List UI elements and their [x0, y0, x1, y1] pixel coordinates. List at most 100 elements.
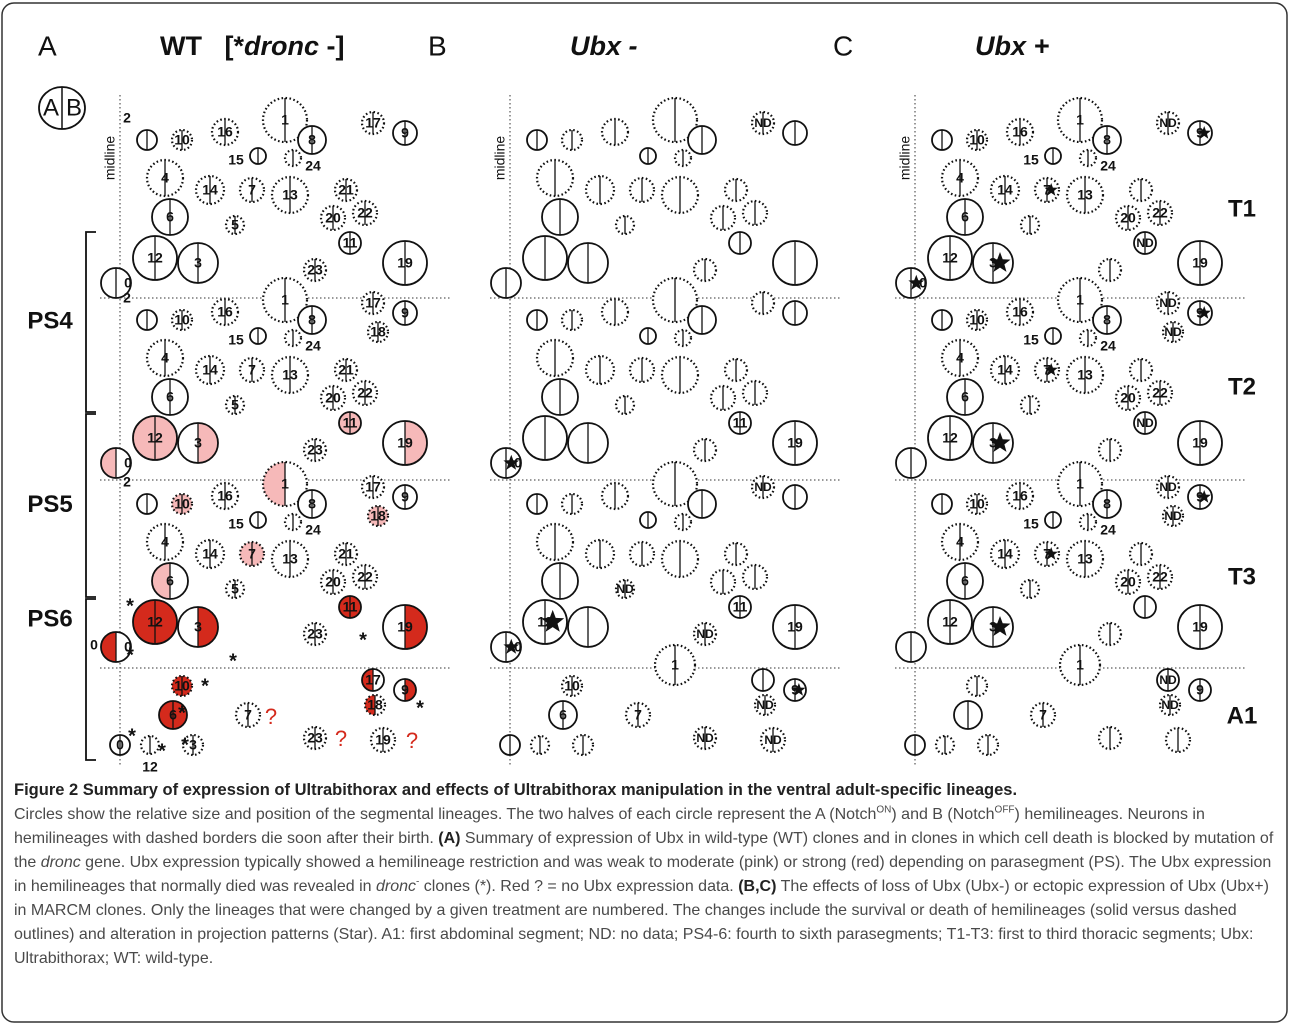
lineage-label: 14: [202, 546, 218, 562]
lineage-label: 0: [919, 275, 927, 291]
lineage-label: 10: [969, 132, 985, 148]
lineage-label: 19: [1192, 435, 1208, 451]
asterisk: *: [201, 675, 209, 697]
lineage-label: 3: [194, 435, 202, 451]
caption-run: dronc: [376, 878, 416, 895]
lineage-label: 22: [1152, 569, 1168, 585]
lineage-label: 15: [228, 332, 244, 348]
caption-title-text: Figure 2 Summary of expression of Ultrab…: [14, 781, 1017, 799]
lineage-label: ND: [616, 582, 634, 596]
panel-title: Ubx -: [570, 31, 638, 61]
segment-label: T1: [1228, 195, 1256, 222]
caption-run: OFF: [995, 805, 1015, 816]
bracket: [86, 414, 96, 597]
panel-title-part: -]: [319, 31, 344, 61]
lineage-label: 23: [307, 730, 323, 746]
lineage-label: 8: [1103, 312, 1111, 328]
lineage-label: 1: [281, 112, 289, 128]
panel-title-part: Ubx -: [570, 31, 638, 61]
lineage-label: 12: [537, 614, 553, 630]
panel-letter: C: [833, 30, 853, 61]
asterisk: *: [128, 725, 136, 747]
lineage-label: 4: [956, 534, 964, 550]
lineage-label: 9: [1196, 125, 1204, 141]
lineage-label: 6: [961, 389, 969, 405]
asterisk: *: [126, 644, 134, 666]
lineage-label: 7: [1039, 707, 1047, 723]
lineage-label: 19: [787, 619, 803, 635]
lineage-label: 9: [1196, 682, 1204, 698]
lineage-label: ND: [1136, 236, 1154, 250]
lineage-label: 15: [1023, 516, 1039, 532]
lineage-label: 0: [116, 737, 124, 753]
lineage-label: 17: [365, 295, 381, 311]
lineage-label: 20: [325, 210, 341, 226]
caption-title: Figure 2 Summary of expression of Ultrab…: [14, 778, 1276, 803]
lineage-label: 8: [1103, 132, 1111, 148]
expression-fill: [101, 448, 116, 478]
lineage-label: 6: [169, 707, 177, 723]
lineage-label: 1: [1076, 112, 1084, 128]
lineage-label: 6: [166, 389, 174, 405]
asterisk: *: [359, 629, 367, 651]
lineage-label: 0: [514, 455, 522, 471]
no-data-mark: ?: [265, 704, 277, 729]
lineage-label: 2: [123, 474, 131, 490]
lineage-label: 4: [956, 350, 964, 366]
lineage-label: 6: [961, 573, 969, 589]
panel-title-part: dronc: [244, 31, 319, 61]
lineage-label: ND: [756, 698, 774, 712]
lineage-label: 9: [1196, 489, 1204, 505]
lineage-label: 16: [217, 124, 233, 140]
lineage-label: 6: [559, 707, 567, 723]
lineage-label: 3: [989, 255, 997, 271]
lineage-label: 4: [161, 350, 169, 366]
lineage-label: 17: [365, 479, 381, 495]
lineage-label: ND: [754, 116, 772, 130]
lineage-label: 1: [281, 292, 289, 308]
caption-run: dronc: [41, 854, 81, 871]
lineage-label: 10: [969, 496, 985, 512]
lineage-label: 22: [1152, 385, 1168, 401]
lineage-label: ND: [1164, 509, 1182, 523]
lineage-label: 17: [365, 672, 381, 688]
lineage-label: 16: [217, 488, 233, 504]
lineage-label: 22: [357, 385, 373, 401]
lineage-label: 15: [228, 516, 244, 532]
asterisk: *: [178, 702, 186, 724]
lineage-label: 7: [248, 182, 256, 198]
lineage-label: 18: [370, 508, 386, 524]
lineage-label: 9: [1196, 305, 1204, 321]
caption-body: Circles show the relative size and posit…: [14, 803, 1276, 971]
lineage-label: ND: [1159, 296, 1177, 310]
lineage-label: ND: [696, 627, 714, 641]
asterisk: *: [181, 734, 189, 756]
lineage-label: 11: [343, 415, 358, 431]
lineage-label: ND: [1159, 480, 1177, 494]
lineage-label: 20: [325, 574, 341, 590]
lineage-label: 6: [166, 573, 174, 589]
lineage-label: 13: [282, 551, 298, 567]
no-data-mark: ?: [335, 726, 347, 751]
lineage-label: 18: [370, 324, 386, 340]
lineage-label: 20: [1120, 390, 1136, 406]
lineage-label: 22: [357, 569, 373, 585]
asterisk: *: [416, 697, 424, 719]
lineage-label: 14: [202, 182, 218, 198]
lineage-label: 23: [307, 262, 323, 278]
lineage-label: 10: [174, 678, 190, 694]
midline-label: midline: [102, 136, 118, 181]
lineage-label: 13: [1077, 187, 1093, 203]
lineage-label: 13: [282, 187, 298, 203]
lineage-label: 14: [997, 182, 1013, 198]
midline-label: midline: [492, 136, 508, 181]
caption-run: clones (*). Red ? = no Ubx expression da…: [419, 878, 738, 895]
caption-run: (B,C): [738, 878, 776, 895]
legend-label: B: [66, 94, 82, 121]
lineage-label: 23: [307, 442, 323, 458]
segment-label: T2: [1228, 373, 1256, 400]
segment-label: A1: [1227, 702, 1258, 729]
lineage-label: 12: [147, 250, 163, 266]
lineage-label: 12: [147, 430, 163, 446]
lineage-label: 8: [308, 312, 316, 328]
